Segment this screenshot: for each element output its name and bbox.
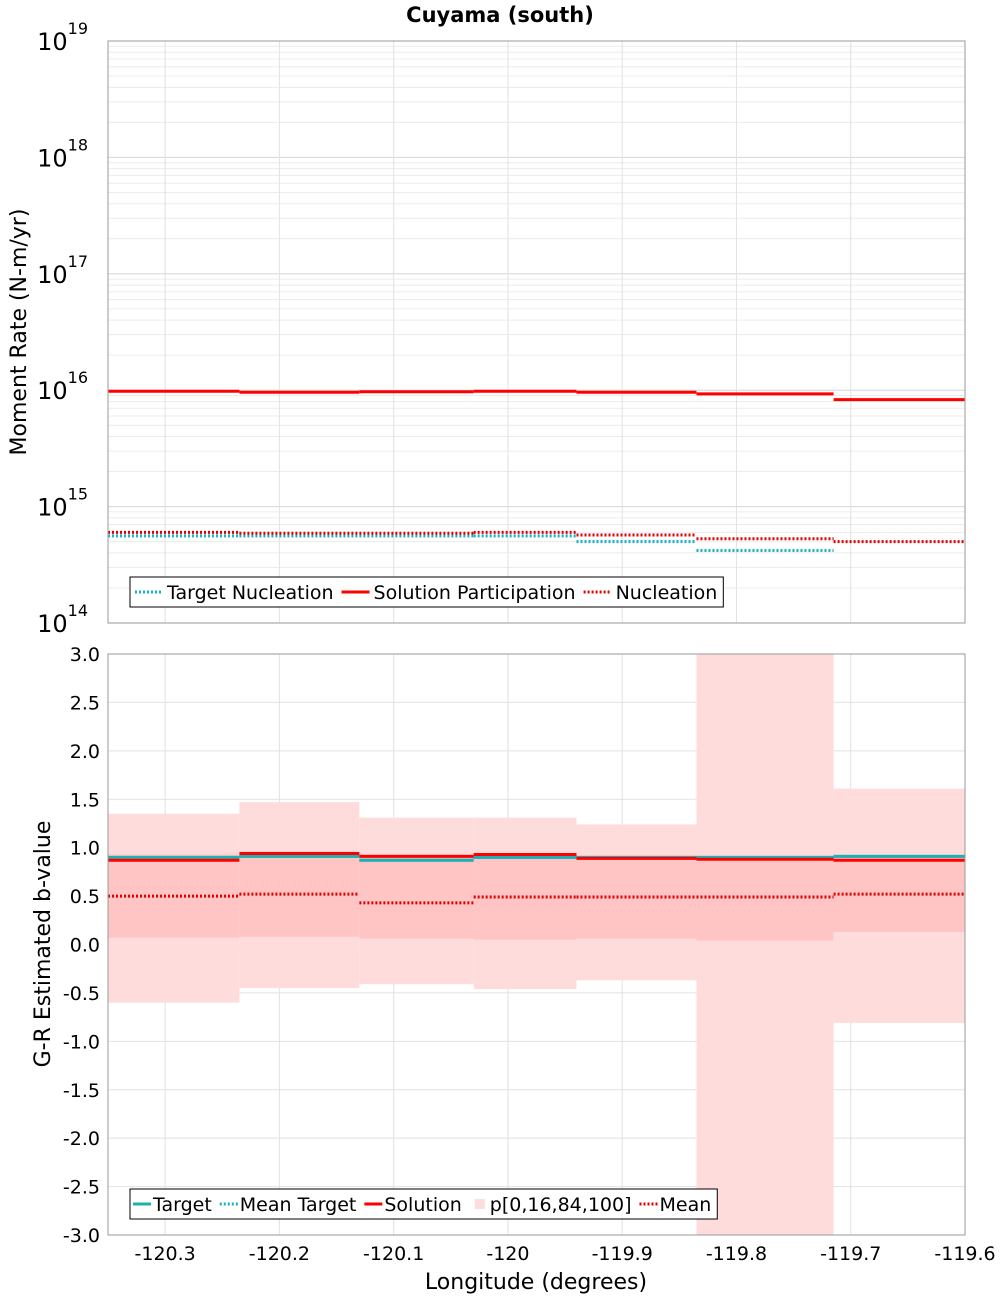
top-plot-frame xyxy=(107,40,966,624)
top-legend: Target Nucleation Solution Participation N… xyxy=(129,576,724,608)
bottom-y-tick-label: -1.5 xyxy=(63,1080,100,1102)
bottom-y-tick-label: -3.0 xyxy=(63,1225,100,1247)
x-tick-label: -120 xyxy=(486,1243,529,1265)
top-y-axis-label: Moment Rate (N-m/yr) xyxy=(7,209,32,456)
inner-percentile-band xyxy=(473,854,577,940)
top-y-tick-label: 1016 xyxy=(37,368,88,405)
top-legend-label: Solution Participation xyxy=(374,582,576,604)
inner-percentile-band xyxy=(576,856,697,939)
x-tick-label: -120.1 xyxy=(363,1243,424,1265)
top-y-tick-label: 1014 xyxy=(37,601,88,638)
x-tick-label: -119.6 xyxy=(934,1243,995,1265)
x-tick-label: -119.9 xyxy=(592,1243,653,1265)
bottom-legend-label: Mean Target xyxy=(240,1194,357,1216)
inner-percentile-band xyxy=(359,854,474,939)
bottom-y-tick-label: 1.5 xyxy=(70,789,100,811)
bottom-legend-swatch xyxy=(474,1199,485,1209)
bottom-y-tick-label: 0.0 xyxy=(70,935,100,957)
bottom-y-tick-label: 0.5 xyxy=(70,886,100,908)
bottom-y-tick-label: -2.5 xyxy=(63,1177,100,1199)
bottom-y-tick-label: -0.5 xyxy=(63,983,100,1005)
bottom-plot: 3.0 2.5 2.0 1.5 1.0 0.5 0.0 -0.5 -1.0 -1.5 -2.0 -2.… xyxy=(63,644,996,1265)
top-y-tick-label: 1018 xyxy=(37,135,88,172)
x-tick-label: -120.3 xyxy=(135,1243,196,1265)
bottom-legend-label: Solution xyxy=(384,1194,461,1216)
x-tick-label: -120.2 xyxy=(249,1243,310,1265)
bottom-y-tick-label: 2.0 xyxy=(70,741,100,763)
inner-percentile-band xyxy=(696,857,834,941)
x-tick-label: -119.8 xyxy=(706,1243,767,1265)
bottom-legend-label: Target xyxy=(152,1194,212,1216)
top-plot: 1014 1015 1016 1017 1018 1019 Target Nucleatio… xyxy=(37,19,966,638)
bottom-legend-label: Mean xyxy=(660,1194,712,1216)
bottom-legend: Target Mean Target Solution p[0,16,84,100] M… xyxy=(129,1188,718,1220)
top-y-tick-label: 1019 xyxy=(37,19,88,56)
top-legend-label: Target Nucleation xyxy=(166,582,334,604)
bottom-y-tick-label: -1.0 xyxy=(63,1031,100,1053)
bottom-y-tick-label: 1.0 xyxy=(70,838,100,860)
top-legend-label: Nucleation xyxy=(616,582,718,604)
top-y-tick-label: 1017 xyxy=(37,252,88,289)
bottom-y-axis-label: G-R Estimated b-value xyxy=(31,821,56,1068)
bottom-y-tick-label: -2.0 xyxy=(63,1128,100,1150)
chart-title: Cuyama (south) xyxy=(406,3,594,27)
bottom-legend-label: p[0,16,84,100] xyxy=(490,1194,632,1216)
x-axis-label: Longitude (degrees) xyxy=(425,1270,647,1295)
bottom-y-tick-label: 2.5 xyxy=(70,692,100,714)
bottom-y-tick-label: 3.0 xyxy=(70,644,100,666)
top-y-tick-label: 1015 xyxy=(37,485,88,522)
outer-percentile-band xyxy=(696,654,834,1235)
x-tick-label: -119.7 xyxy=(820,1243,881,1265)
bottom-plot-frame xyxy=(107,653,966,1236)
inner-percentile-band xyxy=(239,851,360,937)
top-legend-box xyxy=(129,576,724,608)
